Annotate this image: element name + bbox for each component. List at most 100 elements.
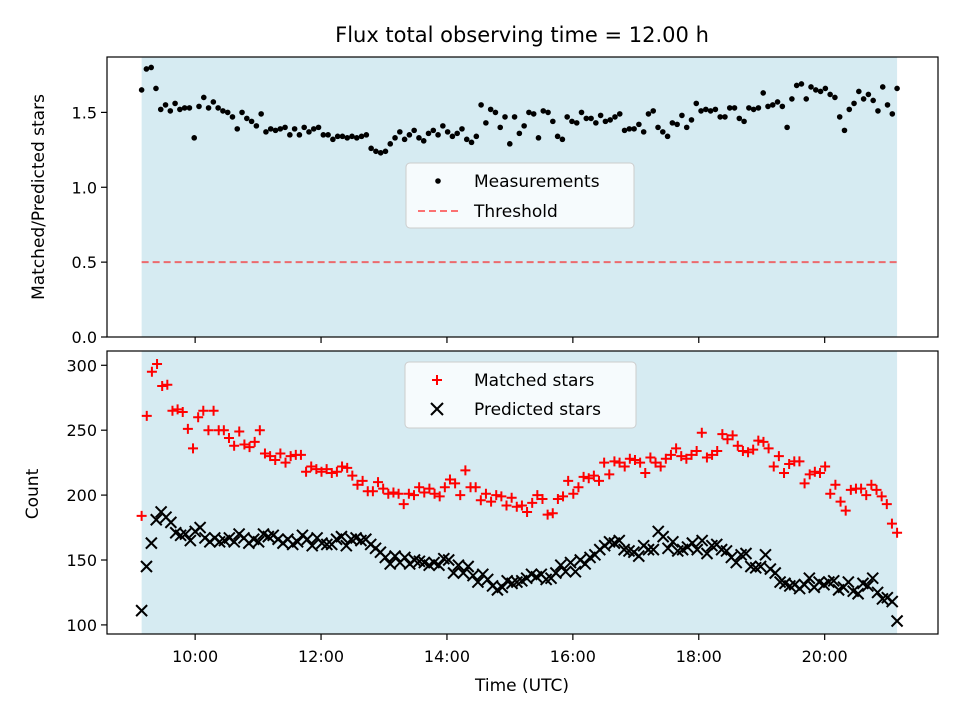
measurement-point (808, 84, 814, 90)
count-panel: 100 150 200 250 300 10:00 12:00 14:00 16:00 18:0… (23, 337, 939, 696)
measurement-point (602, 118, 609, 125)
matched-star-point (270, 455, 281, 466)
measurement-point (320, 132, 327, 138)
predicted-star-point (340, 539, 353, 552)
y-tick-label: 300 (66, 356, 97, 375)
matched-star-point (722, 434, 733, 445)
measurement-point (473, 133, 480, 140)
measurement-point (234, 126, 241, 132)
matched-star-point (547, 508, 558, 519)
measurement-point (487, 106, 494, 113)
matched-star-point (676, 451, 687, 462)
matched-star-point (414, 482, 425, 493)
matched-star-point (614, 457, 625, 468)
predicted-star-point (686, 536, 699, 550)
matched-star-point (208, 405, 219, 416)
measurement-point (296, 132, 303, 138)
measurement-point (650, 108, 657, 114)
measurement-point (588, 115, 594, 122)
measurement-point (291, 126, 298, 132)
x-tick-label: 10:00 (172, 647, 218, 666)
legend-measurements-label: Measurements (474, 172, 600, 192)
measurement-point (569, 118, 575, 125)
measurement-point (368, 145, 374, 152)
matched-star-point (701, 452, 712, 463)
measurement-point (310, 126, 317, 132)
x-tick-label: 14:00 (424, 647, 470, 666)
predicted-star-point (803, 571, 816, 585)
measurement-point (597, 112, 604, 119)
measurement-point (827, 91, 833, 98)
matched-star-point (141, 410, 152, 421)
matched-star-point (640, 468, 651, 479)
matched-star-point (393, 488, 404, 499)
matched-star-point (691, 445, 702, 456)
matched-star-point (198, 405, 209, 416)
measurement-point (626, 126, 633, 132)
predicted-star-point (642, 543, 655, 556)
predicted-star-point (252, 535, 265, 549)
measurement-point (803, 96, 810, 102)
matched-star-point (768, 461, 779, 472)
measurement-point (420, 138, 427, 144)
measurement-point (593, 120, 599, 126)
measurement-point (411, 127, 417, 134)
measurement-point (559, 136, 566, 143)
matched-star-point (881, 499, 892, 510)
matched-star-point (444, 474, 455, 485)
measurement-point (564, 114, 570, 120)
measurement-point (851, 100, 857, 107)
measurement-point (846, 106, 853, 113)
matched-star-point (244, 442, 255, 453)
measurement-point (138, 87, 145, 93)
matched-star-point (378, 483, 389, 494)
measurement-point (382, 148, 389, 155)
measurement-point (722, 114, 728, 120)
matched-star-point (532, 490, 543, 501)
measurement-point (162, 102, 169, 108)
measurement-point (463, 136, 470, 143)
measurement-point (760, 90, 767, 96)
matched-star-point (686, 449, 697, 460)
matched-star-point (177, 407, 188, 418)
predicted-star-point (661, 542, 675, 555)
measurement-point (731, 105, 738, 111)
predicted-star-point (466, 569, 480, 582)
matched-star-point (388, 487, 399, 498)
predicted-star-point (471, 575, 485, 589)
matched-star-point (594, 475, 605, 486)
matched-star-point (326, 468, 337, 479)
measurement-point (244, 115, 250, 122)
measurement-point (511, 114, 518, 120)
predicted-star-point (885, 595, 899, 608)
predicted-star-point (691, 543, 704, 556)
predicted-star-point (720, 544, 733, 558)
matched-star-point (717, 429, 728, 440)
matched-star-point (871, 484, 882, 495)
matched-star-point (342, 462, 353, 473)
measurement-point (353, 135, 360, 141)
matched-star-point (450, 478, 461, 489)
matched-star-point (486, 496, 497, 507)
matched-star-point (804, 469, 815, 480)
measurement-point (358, 133, 365, 140)
matched-star-point (152, 358, 163, 369)
matched-star-point (568, 488, 579, 499)
matched-star-point (455, 490, 466, 501)
matched-star-point (480, 488, 491, 499)
measurement-point (349, 133, 355, 140)
predicted-star-point (730, 556, 743, 569)
measurement-point (659, 129, 666, 135)
matched-star-point (398, 499, 409, 510)
measurement-point (822, 85, 829, 92)
matched-star-point (295, 449, 306, 460)
measurement-point (664, 133, 671, 140)
measurement-point (344, 135, 351, 141)
legend-predicted-marker (430, 402, 444, 416)
matched-star-point (373, 477, 384, 488)
predicted-star-point (179, 527, 192, 541)
measurement-point (506, 141, 513, 147)
matched-star-point (223, 432, 234, 443)
count-plot-frame (106, 350, 939, 635)
